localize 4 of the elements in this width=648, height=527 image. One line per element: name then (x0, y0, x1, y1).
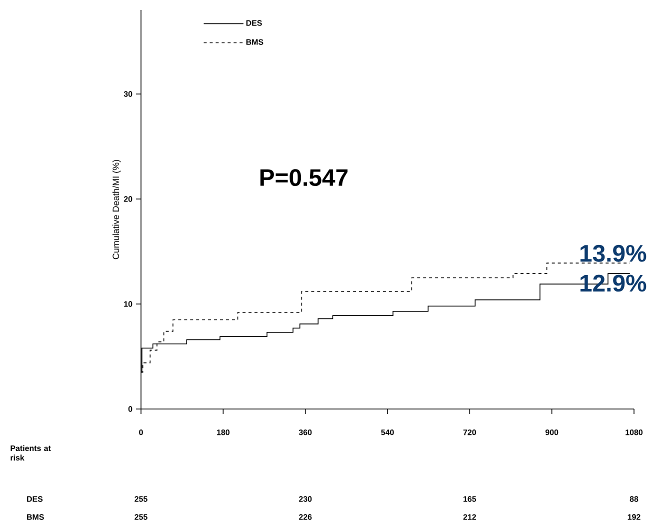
annotation: 13.9% (580, 244, 646, 262)
y-axis-title: Cumulative Death/MI (%) (112, 160, 121, 260)
annotation: 12.9% (580, 274, 646, 292)
annotation: P=0.547 (260, 169, 348, 186)
